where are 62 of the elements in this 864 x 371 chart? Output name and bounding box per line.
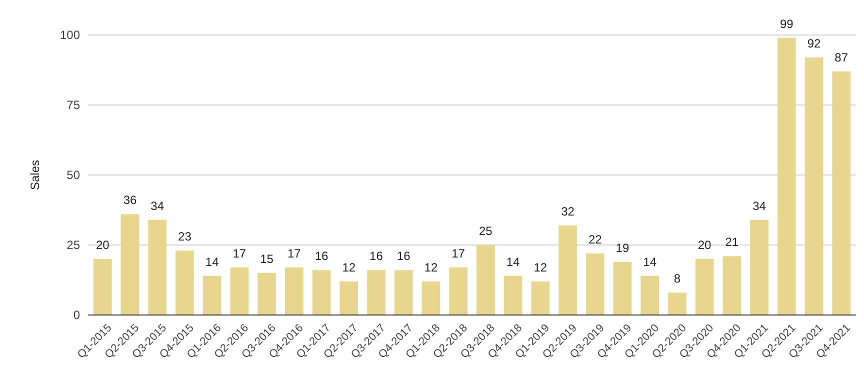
bar: [367, 270, 386, 315]
data-label: 8: [674, 272, 681, 286]
data-label: 23: [178, 230, 192, 244]
data-label: 15: [260, 252, 274, 266]
bar: [777, 38, 796, 315]
bar: [640, 276, 660, 315]
bar: [476, 245, 495, 315]
data-label: 34: [150, 198, 164, 213]
data-label: 14: [205, 254, 220, 269]
bar: [312, 270, 331, 315]
data-label: 99: [780, 16, 794, 31]
bar: [668, 292, 686, 315]
data-label: 21: [725, 235, 739, 250]
y-tick-label: 0: [73, 308, 80, 322]
bar: [613, 262, 632, 315]
bar: [832, 71, 851, 315]
bar: [394, 270, 413, 315]
bar: [531, 281, 550, 315]
y-tick-label: 100: [60, 28, 80, 42]
data-label: 16: [314, 249, 329, 264]
bar: [230, 267, 249, 315]
data-label: 16: [370, 249, 384, 264]
data-label: 92: [807, 36, 821, 50]
data-label: 17: [232, 246, 246, 260]
data-label: 19: [616, 240, 630, 255]
data-label: 16: [396, 249, 411, 264]
bar: [120, 214, 140, 315]
data-label: 36: [123, 193, 137, 208]
bar: [504, 276, 522, 315]
data-label: 14: [506, 254, 520, 269]
data-label: 12: [534, 260, 548, 274]
data-label: 32: [561, 204, 575, 218]
y-tick-label: 25: [66, 238, 80, 252]
bar: [750, 220, 768, 315]
data-label: 20: [96, 238, 110, 252]
y-axis-title: Sales: [28, 160, 42, 190]
bar: [449, 267, 468, 315]
bar: [176, 250, 194, 315]
bar: [558, 225, 577, 315]
bar: [340, 281, 358, 315]
y-tick-label: 75: [66, 98, 80, 112]
bar: [258, 273, 276, 315]
bar: [148, 220, 167, 315]
bar: [695, 259, 714, 315]
y-tick-label: 50: [66, 168, 80, 182]
bar: [722, 256, 742, 315]
data-label: 17: [287, 246, 302, 260]
data-label: 34: [752, 198, 766, 213]
data-label: 12: [424, 260, 438, 274]
data-label: 87: [834, 50, 848, 64]
bar: [804, 57, 824, 315]
bar: [93, 259, 112, 315]
bar: [586, 253, 604, 315]
bar: [202, 276, 222, 315]
bar: [422, 281, 440, 315]
data-label: 22: [588, 232, 602, 246]
data-label: 25: [479, 224, 493, 238]
data-label: 17: [452, 246, 466, 260]
bar: [284, 267, 304, 315]
data-label: 14: [643, 254, 657, 269]
data-label: 20: [698, 238, 712, 252]
data-label: 12: [342, 260, 356, 274]
